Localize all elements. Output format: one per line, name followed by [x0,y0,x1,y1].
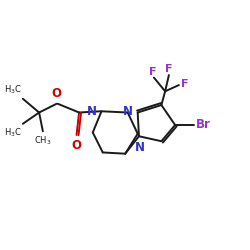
Text: CH$_3$: CH$_3$ [34,134,52,147]
Text: O: O [52,87,62,100]
Text: F: F [181,79,189,89]
Text: F: F [165,64,173,74]
Text: F: F [149,67,156,77]
Text: N: N [123,105,133,118]
Text: H$_3$C: H$_3$C [4,84,22,96]
Text: Br: Br [196,118,211,132]
Text: O: O [72,140,82,152]
Text: N: N [87,105,97,118]
Text: H$_3$C: H$_3$C [4,126,22,139]
Text: N: N [135,141,145,154]
